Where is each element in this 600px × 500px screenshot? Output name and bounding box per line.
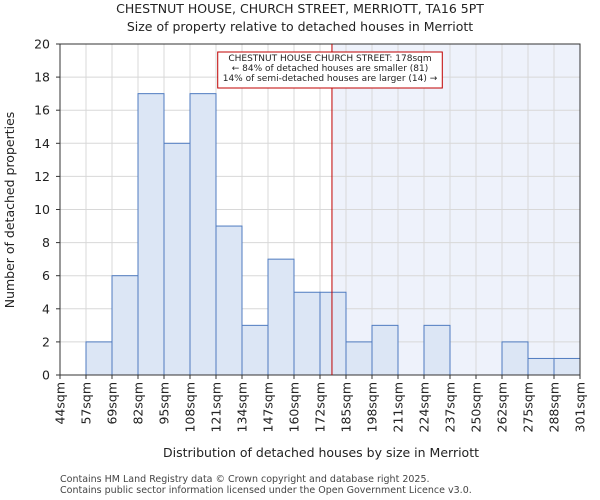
x-tick-label: 301sqm — [573, 382, 588, 432]
annotation-line: ← 84% of detached houses are smaller (81… — [232, 64, 429, 74]
x-tick-label: 147sqm — [261, 382, 276, 432]
x-tick-label: 108sqm — [183, 382, 198, 432]
y-tick-label: 12 — [34, 169, 50, 184]
bar — [553, 357, 581, 376]
x-tick-label: 262sqm — [495, 382, 510, 432]
bar — [189, 93, 217, 376]
x-tick-label: 185sqm — [339, 382, 354, 432]
bar — [527, 357, 555, 376]
x-tick-label: 69sqm — [105, 382, 120, 425]
y-tick-label: 0 — [42, 368, 50, 383]
annotation-line: 14% of semi-detached houses are larger (… — [223, 74, 438, 84]
bar — [371, 324, 399, 376]
bar — [501, 341, 529, 376]
annotation: CHESTNUT HOUSE CHURCH STREET: 178sqm← 84… — [217, 51, 443, 89]
y-tick-label: 6 — [42, 268, 50, 283]
x-tick-label: 121sqm — [209, 382, 224, 432]
y-axis-label: Number of detached properties — [2, 112, 17, 309]
x-tick-label: 57sqm — [79, 382, 94, 425]
y-tick-label: 10 — [34, 202, 50, 217]
bar — [319, 291, 347, 376]
x-tick-label: 275sqm — [521, 382, 536, 432]
x-tick-label: 160sqm — [287, 382, 302, 432]
bar — [111, 275, 139, 376]
x-tick-label: 288sqm — [547, 382, 562, 432]
x-tick-label: 172sqm — [313, 382, 328, 432]
bar — [241, 324, 269, 376]
footer-line-1: Contains HM Land Registry data © Crown c… — [60, 474, 430, 485]
x-tick-label: 211sqm — [391, 382, 406, 432]
plot-area: 0 2 4 6 8 10 12 14 16 18 20 44sqm 57sqm 69sqm 82sqm 95s… — [34, 37, 587, 433]
chart-title-line-2: Size of property relative to detached ho… — [127, 19, 473, 34]
bar — [345, 341, 373, 376]
bar — [293, 291, 321, 376]
y-tick-label: 14 — [34, 136, 50, 151]
y-tick-label: 16 — [34, 103, 50, 118]
bar — [163, 142, 191, 376]
annotation-box — [217, 51, 443, 89]
x-axis-label: Distribution of detached houses by size … — [163, 445, 479, 460]
annotation-line: CHESTNUT HOUSE CHURCH STREET: 178sqm — [228, 54, 431, 64]
y-tick-label: 2 — [42, 334, 50, 349]
x-tick-label: 134sqm — [235, 382, 250, 432]
x-tick-label: 250sqm — [469, 382, 484, 432]
bar — [215, 225, 243, 376]
y-tick-label: 20 — [34, 37, 50, 52]
chart-title-line-1: CHESTNUT HOUSE, CHURCH STREET, MERRIOTT,… — [116, 1, 484, 16]
bar — [267, 258, 295, 376]
x-tick-label: 224sqm — [417, 382, 432, 432]
y-tick-label: 4 — [42, 301, 50, 316]
bar — [423, 324, 451, 376]
y-tick-label: 8 — [42, 235, 50, 250]
bar — [85, 341, 113, 376]
footer-line-2: Contains public sector information licen… — [60, 485, 472, 496]
bar — [137, 93, 165, 376]
x-tick-label: 198sqm — [365, 382, 380, 432]
x-tick-label: 82sqm — [131, 382, 146, 425]
x-tick-label: 95sqm — [157, 382, 172, 425]
x-tick-label: 44sqm — [53, 382, 68, 425]
y-tick-label: 18 — [34, 70, 50, 85]
x-tick-label: 237sqm — [443, 382, 458, 432]
